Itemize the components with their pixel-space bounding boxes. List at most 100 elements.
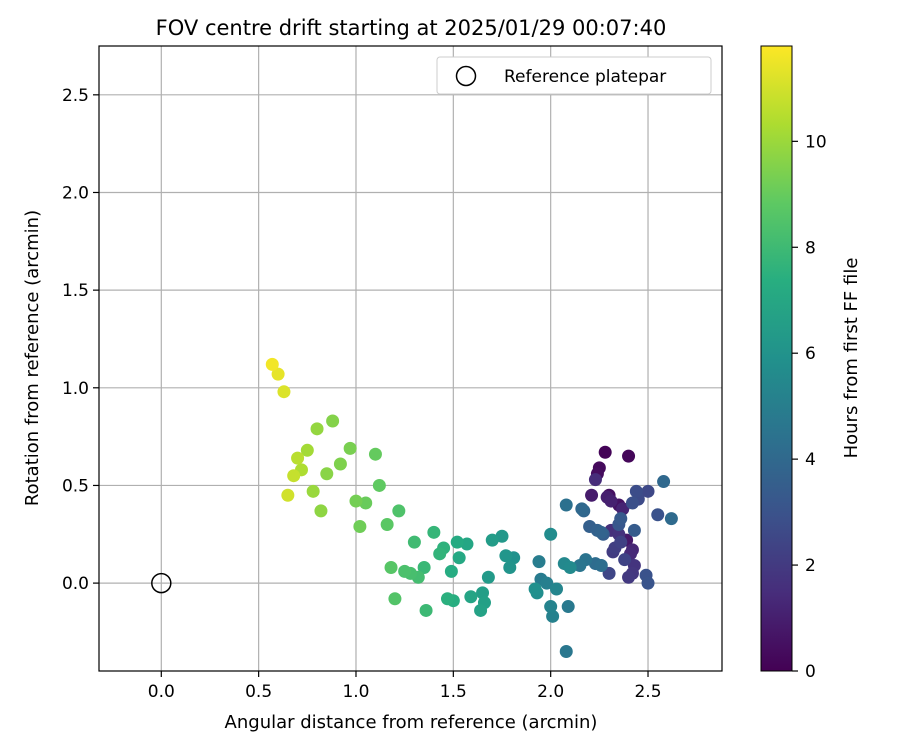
data-point — [271, 367, 285, 381]
data-point — [440, 592, 454, 606]
y-tick-label: 1.0 — [62, 379, 89, 399]
data-point — [588, 473, 602, 487]
y-tick-label: 0.5 — [62, 476, 89, 496]
data-point — [450, 535, 464, 549]
y-axis-ticks: 0.0 0.5 1.0 1.5 2.0 2.5 — [62, 86, 99, 594]
data-point — [585, 488, 599, 502]
x-tick-label: 2.5 — [634, 682, 661, 702]
data-point — [265, 357, 279, 371]
data-point — [618, 553, 632, 567]
data-point — [460, 537, 474, 551]
colorbar-ticks: 0 2 4 6 8 10 — [792, 132, 827, 682]
data-point — [657, 475, 671, 489]
colorbar-tick-label: 6 — [805, 344, 816, 364]
legend-box — [436, 56, 712, 95]
data-point — [550, 582, 564, 596]
data-point — [368, 447, 382, 461]
data-point — [563, 560, 577, 574]
legend: Reference platepar — [436, 56, 712, 95]
data-point — [540, 576, 554, 590]
data-point — [641, 484, 655, 498]
colorbar-gradient — [760, 45, 793, 672]
data-point — [380, 518, 394, 532]
x-tick-label: 1.0 — [342, 682, 369, 702]
data-point — [604, 494, 618, 508]
data-point — [291, 451, 305, 465]
data-point — [326, 414, 340, 428]
colorbar-tick-label: 10 — [805, 132, 827, 152]
data-point — [372, 478, 386, 492]
chart-title: FOV centre drift starting at 2025/01/29 … — [156, 16, 667, 40]
data-point — [353, 519, 367, 533]
data-point — [503, 560, 517, 574]
colorbar-tick-label: 8 — [805, 238, 816, 258]
data-point — [419, 603, 433, 617]
grid — [99, 46, 722, 671]
data-point — [464, 590, 478, 604]
x-axis-ticks: 0.0 0.5 1.0 1.5 2.0 2.5 — [148, 671, 662, 702]
scatter-points — [265, 357, 678, 658]
data-point — [433, 547, 447, 561]
data-point — [629, 484, 643, 498]
data-point — [388, 592, 402, 606]
data-point — [614, 512, 628, 526]
data-point — [407, 535, 421, 549]
y-tick-label: 2.5 — [62, 86, 89, 106]
y-tick-label: 1.5 — [62, 281, 89, 301]
data-point — [320, 467, 334, 481]
x-tick-label: 0.5 — [245, 682, 272, 702]
data-point — [417, 560, 431, 574]
data-point — [622, 570, 636, 584]
data-point — [444, 564, 458, 578]
y-tick-label: 0.0 — [62, 574, 89, 594]
data-point — [544, 527, 558, 541]
colorbar-tick-label: 4 — [805, 450, 816, 470]
data-point — [594, 525, 608, 539]
data-point — [398, 564, 412, 578]
colorbar-tick-label: 2 — [805, 556, 816, 576]
data-point — [333, 457, 347, 471]
y-tick-label: 2.0 — [62, 183, 89, 203]
data-point — [300, 443, 314, 457]
data-point — [310, 422, 324, 436]
plot-area — [99, 46, 722, 671]
data-point — [559, 644, 573, 658]
data-point — [575, 502, 589, 516]
reference-platepar-marker — [151, 572, 172, 594]
data-point — [614, 535, 628, 549]
data-point — [573, 559, 587, 573]
data-point — [314, 504, 328, 518]
colorbar-tick-label: 0 — [805, 662, 816, 682]
data-point — [495, 529, 509, 543]
data-point — [544, 600, 558, 614]
data-point — [561, 600, 575, 614]
data-point — [281, 488, 295, 502]
data-point — [664, 512, 678, 526]
data-point — [349, 494, 363, 508]
x-tick-label: 2.0 — [537, 682, 564, 702]
data-point — [485, 533, 499, 547]
data-point — [616, 502, 630, 516]
data-point — [499, 549, 513, 563]
y-axis-label: Rotation from reference (arcmin) — [22, 210, 43, 506]
data-point — [651, 508, 665, 522]
x-tick-label: 0.0 — [148, 682, 175, 702]
data-point — [384, 560, 398, 574]
data-point — [277, 385, 291, 399]
legend-marker — [455, 65, 477, 87]
data-point — [625, 496, 639, 510]
data-point — [627, 523, 641, 537]
colorbar-label: Hours from first FF file — [841, 258, 862, 459]
legend-entry-reference-platepar: Reference platepar — [504, 67, 666, 87]
data-point — [476, 586, 490, 600]
data-point — [359, 496, 373, 510]
colorbar: 0 2 4 6 8 10 Hours from first FF file — [760, 45, 862, 682]
data-point — [546, 609, 560, 623]
x-axis-label: Angular distance from reference (arcmin) — [225, 712, 598, 733]
data-point — [474, 603, 488, 617]
data-point — [528, 582, 542, 596]
data-point — [594, 559, 608, 573]
data-point — [559, 498, 573, 512]
data-point — [598, 445, 612, 459]
